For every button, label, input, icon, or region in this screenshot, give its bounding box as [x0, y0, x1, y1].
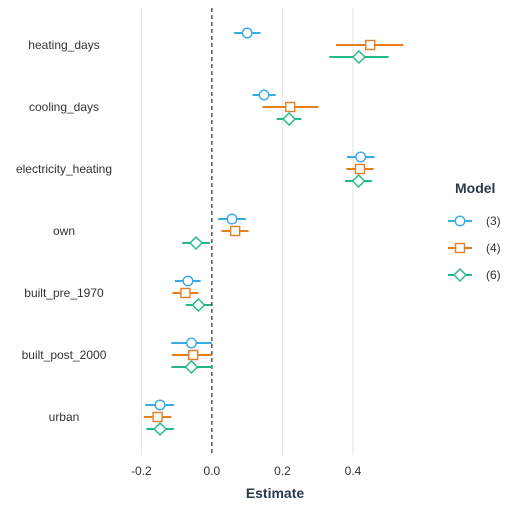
estimate-point: [188, 349, 199, 361]
legend-key-marker: [453, 268, 467, 282]
series-circle: [145, 27, 375, 411]
legend-key-marker: [454, 215, 466, 227]
x-tick-label: 0.4: [345, 464, 362, 478]
estimate-point: [180, 287, 191, 299]
estimate-point: [189, 236, 204, 250]
y-category-label: urban: [49, 410, 80, 424]
estimate-point: [153, 422, 168, 436]
y-category-label: electricity_heating: [16, 162, 112, 176]
x-tick-label: -0.2: [131, 464, 152, 478]
y-axis-labels: heating_days cooling_days electricity_heat…: [16, 38, 112, 424]
estimate-point: [354, 163, 366, 175]
x-axis-title: Estimate: [246, 485, 305, 501]
estimate-point: [355, 151, 367, 163]
legend-label: (4): [486, 241, 501, 255]
grid-layer: [140, 8, 354, 455]
legend-key-marker: [454, 242, 466, 254]
x-tick-label: 0.2: [274, 464, 291, 478]
estimate-point: [226, 213, 238, 225]
legend-item[interactable]: (6): [448, 268, 501, 282]
estimate-point: [351, 174, 366, 188]
estimate-point: [184, 360, 199, 374]
y-category-label: cooling_days: [29, 100, 99, 114]
estimate-point: [182, 275, 194, 287]
legend-item[interactable]: (4): [448, 241, 501, 255]
estimate-point: [282, 112, 297, 126]
legend[interactable]: Model (3) (4) (6): [448, 180, 501, 282]
estimate-point: [154, 399, 166, 411]
estimate-point: [241, 27, 253, 39]
estimate-point: [284, 101, 296, 113]
y-category-label: own: [53, 224, 75, 238]
y-category-label: built_pre_1970: [24, 286, 104, 300]
y-category-label: heating_days: [28, 38, 99, 52]
estimate-point: [191, 298, 206, 312]
legend-label: (6): [486, 268, 501, 282]
legend-label: (3): [486, 214, 501, 228]
legend-title: Model: [455, 180, 495, 196]
series-diamond: [146, 50, 389, 436]
series-layer: [143, 27, 404, 436]
estimate-point: [351, 50, 366, 64]
y-category-label: built_post_2000: [22, 348, 107, 362]
estimate-point: [185, 337, 197, 349]
estimate-point: [229, 225, 241, 237]
estimate-point: [152, 411, 163, 423]
series-square: [143, 39, 404, 423]
estimate-point: [258, 89, 270, 101]
x-axis-ticks: -0.2 0.0 0.2 0.4: [131, 464, 362, 478]
estimate-point: [364, 39, 376, 51]
x-tick-label: 0.0: [204, 464, 221, 478]
legend-item[interactable]: (3): [448, 214, 501, 228]
